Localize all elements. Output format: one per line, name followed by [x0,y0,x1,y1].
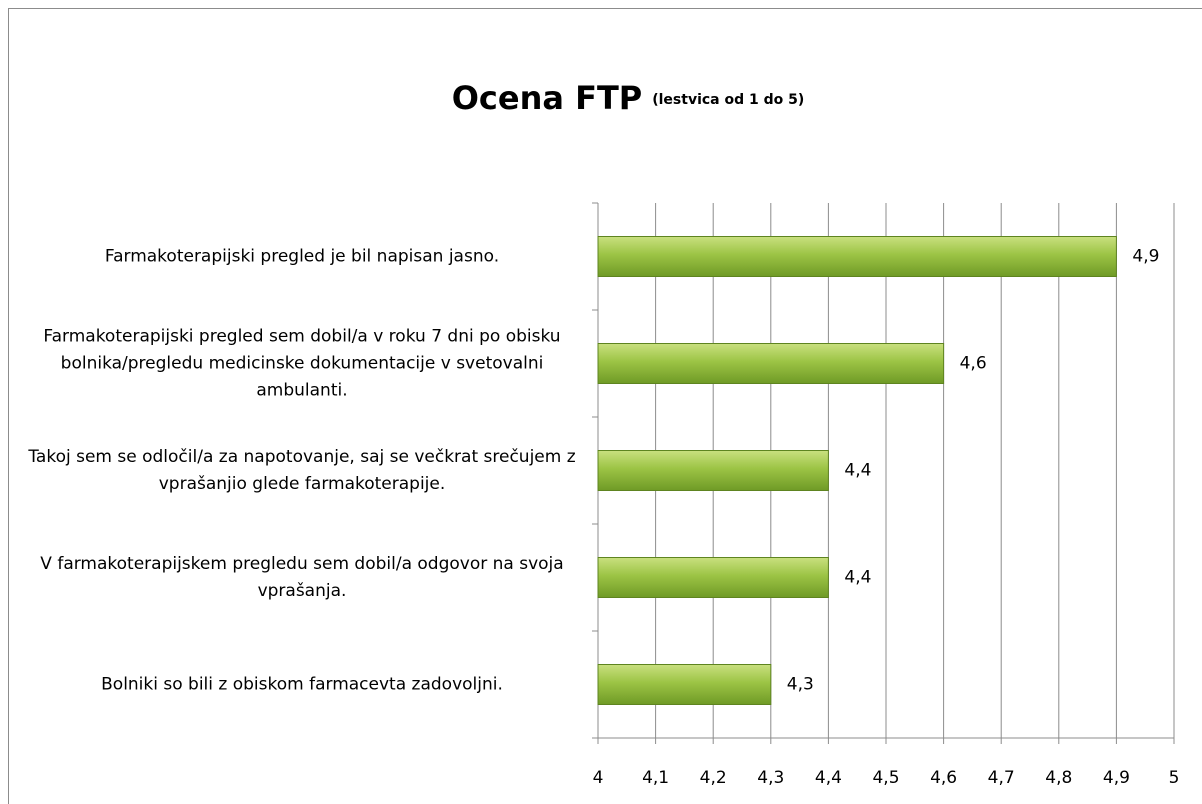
chart-title: Ocena FTP [452,79,643,117]
value-label: 4,3 [787,675,814,695]
category-label: Takoj sem se odločil/a za napotovanje, s… [28,446,576,494]
x-tick-label: 4,7 [988,768,1015,788]
x-tick-label: 4,1 [642,768,669,788]
bar [597,664,772,705]
category-label: Farmakoterapijski pregled sem dobil/a v … [43,326,561,400]
chart-title-group: Ocena FTP (lestvica od 1 do 5) [452,79,805,117]
value-label: 4,6 [960,354,987,374]
x-tick-label: 4,8 [1045,768,1072,788]
bar [597,236,1117,277]
x-tick-label: 4,4 [815,768,842,788]
x-tick-label: 4 [593,768,604,788]
category-label: V farmakoterapijskem pregledu sem dobil/… [40,553,564,601]
x-tick-label: 4,6 [930,768,957,788]
x-tick-label: 5 [1169,768,1180,788]
chart-subtitle: (lestvica od 1 do 5) [652,92,804,108]
value-label: 4,9 [1132,247,1159,267]
value-label: 4,4 [844,461,871,481]
bar [597,557,829,598]
value-label: 4,4 [844,568,871,588]
category-label: Farmakoterapijski pregled je bil napisan… [104,246,500,266]
x-tick-label: 4,2 [700,768,727,788]
x-tick-label: 4,9 [1103,768,1130,788]
category-label: Bolniki so bili z obiskom farmacevta zad… [101,674,503,694]
bar [597,450,829,491]
x-tick-label: 4,3 [757,768,784,788]
bar [597,343,945,384]
x-tick-label: 4,5 [872,768,899,788]
